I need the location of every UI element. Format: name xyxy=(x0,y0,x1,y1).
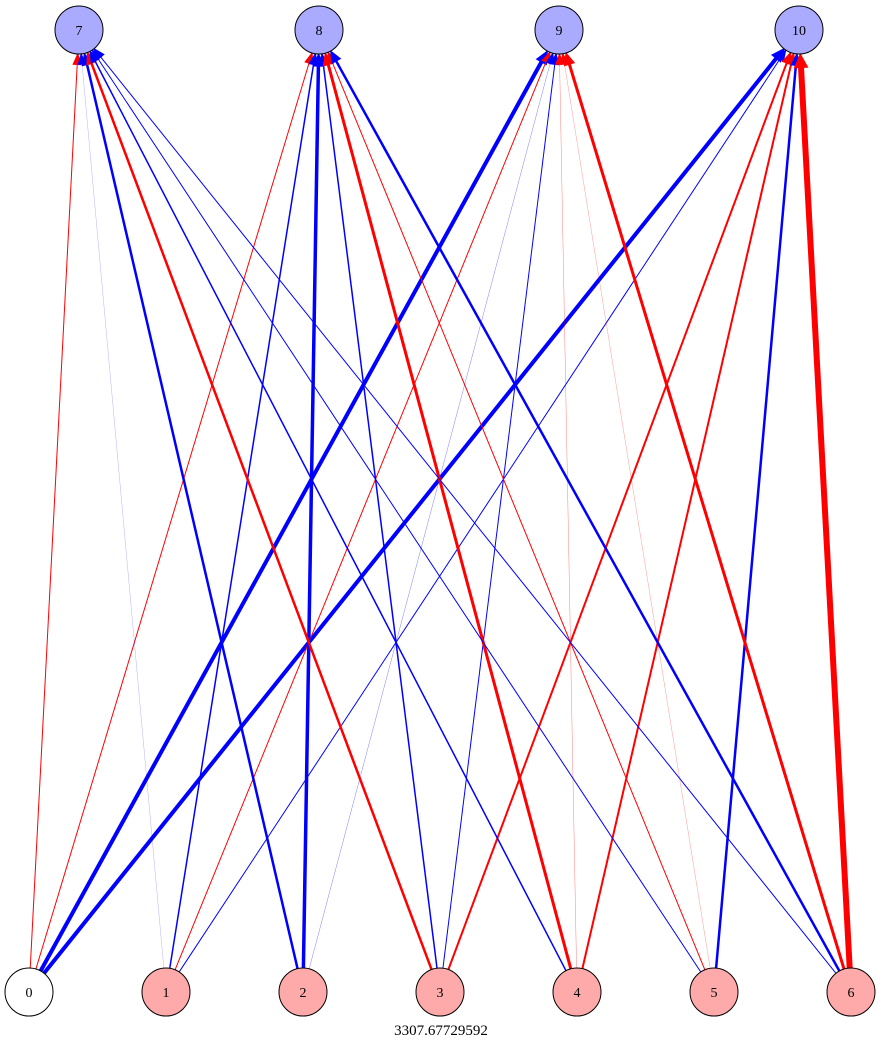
edge-6-to-8 xyxy=(329,49,841,972)
edge-line xyxy=(38,60,544,972)
output-node-8: 8 xyxy=(294,5,344,55)
arrowhead xyxy=(563,51,576,67)
output-node-10-label: 10 xyxy=(792,24,806,39)
edge-line xyxy=(81,64,164,969)
input-node-3-circle xyxy=(415,967,465,1017)
edge-line xyxy=(331,61,706,970)
edge-line xyxy=(29,64,78,969)
bias-node-0: 0 xyxy=(4,967,54,1017)
input-node-2-label: 2 xyxy=(300,986,307,1001)
edge-line xyxy=(798,67,853,969)
edge-6-to-9 xyxy=(563,51,846,970)
edge-line xyxy=(94,60,567,972)
input-node-1-label: 1 xyxy=(163,986,170,1001)
bias-node-0-label: 0 xyxy=(26,986,33,1001)
edge-line xyxy=(97,58,702,973)
node-layer: 7 8 9 10 0 1 2 3 4 5 6 xyxy=(4,5,876,1017)
input-node-4: 4 xyxy=(552,967,602,1017)
edge-6-to-7 xyxy=(93,47,837,974)
arrowhead xyxy=(93,47,105,61)
edge-line xyxy=(714,65,798,969)
input-node-4-label: 4 xyxy=(574,986,581,1001)
output-node-9: 9 xyxy=(534,5,584,55)
edge-line xyxy=(447,62,788,970)
edge-line xyxy=(559,64,577,969)
edge-1-to-10 xyxy=(178,48,787,973)
output-node-7-label: 7 xyxy=(76,24,83,39)
bias-node-0-circle xyxy=(4,967,54,1017)
edge-line xyxy=(326,64,573,970)
arrowhead xyxy=(793,52,809,69)
edge-layer xyxy=(29,47,853,975)
input-node-6-circle xyxy=(826,967,876,1017)
edge-line xyxy=(322,64,438,969)
edge-line xyxy=(169,64,315,969)
input-node-2: 2 xyxy=(278,967,328,1017)
edge-line xyxy=(581,64,793,969)
input-node-3: 3 xyxy=(415,967,465,1017)
output-node-8-circle xyxy=(294,5,344,55)
edge-line xyxy=(42,57,778,975)
edge-line xyxy=(174,61,547,970)
input-node-1-circle xyxy=(141,967,191,1017)
input-node-6-label: 6 xyxy=(848,986,855,1001)
arrowhead xyxy=(329,49,342,65)
edge-6-to-10 xyxy=(793,52,853,969)
output-node-8-label: 8 xyxy=(316,24,323,39)
edge-line xyxy=(178,58,781,973)
input-node-3-label: 3 xyxy=(437,986,444,1001)
edge-line xyxy=(442,64,556,969)
input-node-1: 1 xyxy=(141,967,191,1017)
diagram-caption: 3307.67729592 xyxy=(394,1023,488,1039)
input-node-6: 6 xyxy=(826,967,876,1017)
edge-line xyxy=(564,63,711,969)
output-node-10-circle xyxy=(774,5,824,55)
edge-line xyxy=(100,56,837,974)
output-node-7: 7 xyxy=(54,5,104,55)
input-node-2-circle xyxy=(278,967,328,1017)
output-node-7-circle xyxy=(54,5,104,55)
edge-line xyxy=(308,63,551,969)
input-node-5-label: 5 xyxy=(711,986,718,1001)
output-node-10: 10 xyxy=(774,5,824,55)
output-node-9-label: 9 xyxy=(556,24,563,39)
edge-line xyxy=(85,64,299,969)
output-node-9-circle xyxy=(534,5,584,55)
edge-line xyxy=(335,60,841,972)
input-node-4-circle xyxy=(552,967,602,1017)
input-node-5: 5 xyxy=(689,967,739,1017)
input-node-5-circle xyxy=(689,967,739,1017)
edge-line xyxy=(567,63,846,970)
edge-line xyxy=(35,62,310,970)
arrowhead xyxy=(775,48,787,62)
edge-line xyxy=(301,66,321,969)
edge-line xyxy=(90,62,433,970)
